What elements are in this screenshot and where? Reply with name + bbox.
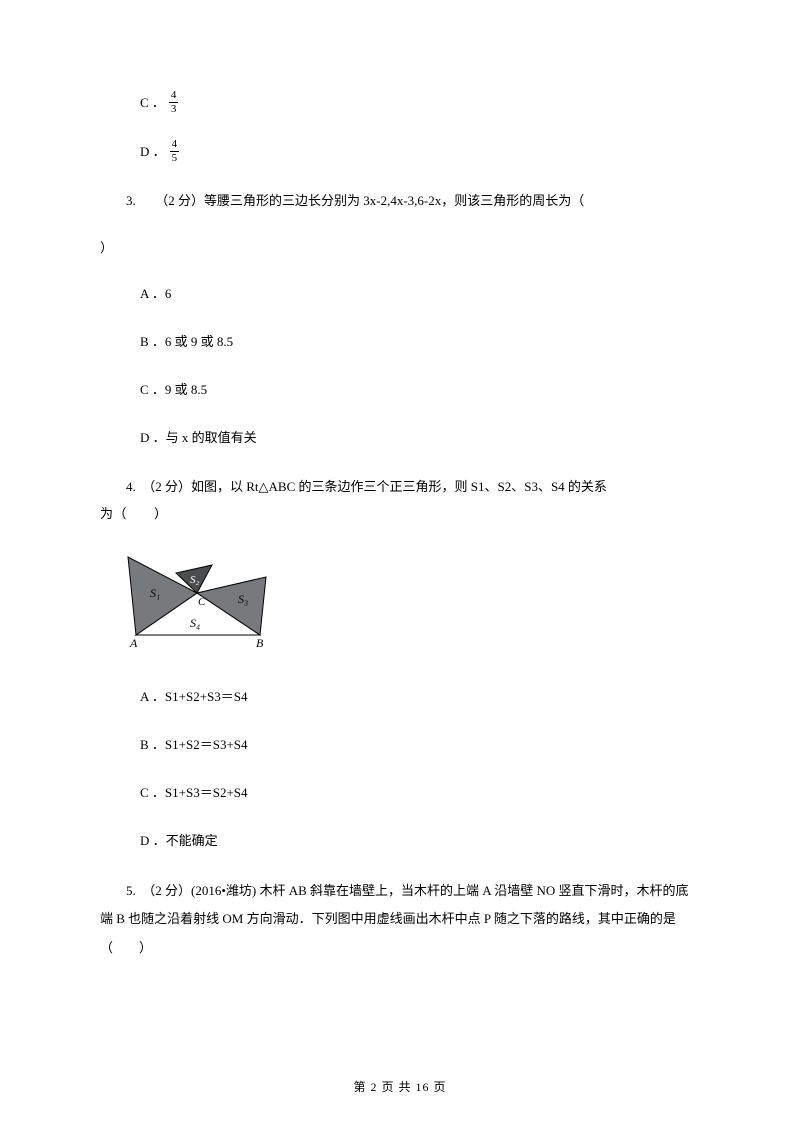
content-area: C ． 4 3 D ． 4 5 3. （2 分）等腰三角形的三边长分别为 3x-… (0, 0, 800, 962)
label-s4: S₄ (190, 616, 200, 630)
fraction-numerator: 4 (169, 90, 179, 103)
q4-figure: S₁ S₂ S₃ S₄ C A B (112, 535, 700, 661)
label-s2: S₂ (190, 574, 200, 586)
label-c: C (198, 596, 206, 608)
q4-stem-line1: 4. （2 分）如图，以 Rt△ABC 的三条边作三个正三角形，则 S1、S2、… (100, 474, 700, 500)
fraction-4-3: 4 3 (169, 90, 179, 115)
option-label: C ． (140, 93, 165, 113)
fraction-denominator: 3 (169, 103, 179, 115)
option-label: D ． (140, 142, 166, 162)
q3-stem: 3. （2 分）等腰三角形的三边长分别为 3x-2,4x-3,6-2x，则该三角… (100, 188, 700, 214)
footer-prefix: 第 (353, 1080, 370, 1094)
footer-mid: 页 共 (377, 1080, 415, 1094)
fraction-numerator: 4 (170, 139, 180, 152)
label-a: A (129, 636, 138, 650)
page-footer: 第 2 页 共 16 页 (0, 1078, 800, 1096)
q2-option-d: D ． 4 5 (100, 139, 700, 164)
label-s3: S₃ (238, 592, 248, 606)
q4-stem-line2: 为（ ） (100, 504, 700, 524)
page: C ． 4 3 D ． 4 5 3. （2 分）等腰三角形的三边长分别为 3x-… (0, 0, 800, 1132)
q4-option-a: A ．S1+S2+S3＝S4 (100, 685, 700, 709)
triangle-diagram: S₁ S₂ S₃ S₄ C A B (112, 535, 292, 655)
q2-option-c: C ． 4 3 (100, 90, 700, 115)
q3-option-b: B ．6 或 9 或 8.5 (100, 330, 700, 354)
q3-option-c: C ．9 或 8.5 (100, 378, 700, 402)
q4-option-d: D ．不能确定 (100, 829, 700, 853)
q4-option-b: B ．S1+S2＝S3+S4 (100, 733, 700, 757)
footer-suffix: 页 (430, 1080, 447, 1094)
q5-stem: 5. （2 分）(2016•潍坊) 木杆 AB 斜靠在墙壁上，当木杆的上端 A … (100, 877, 700, 963)
footer-total: 16 (416, 1080, 430, 1094)
fraction-4-5: 4 5 (170, 139, 180, 164)
q4-option-c: C ．S1+S3＝S2+S4 (100, 781, 700, 805)
q3-stem-close: ） (100, 238, 700, 258)
q3-option-a: A ．6 (100, 282, 700, 306)
label-s1: S₁ (150, 586, 160, 600)
fraction-denominator: 5 (170, 152, 180, 164)
q3-option-d: D ．与 x 的取值有关 (100, 426, 700, 450)
label-b: B (256, 636, 264, 650)
